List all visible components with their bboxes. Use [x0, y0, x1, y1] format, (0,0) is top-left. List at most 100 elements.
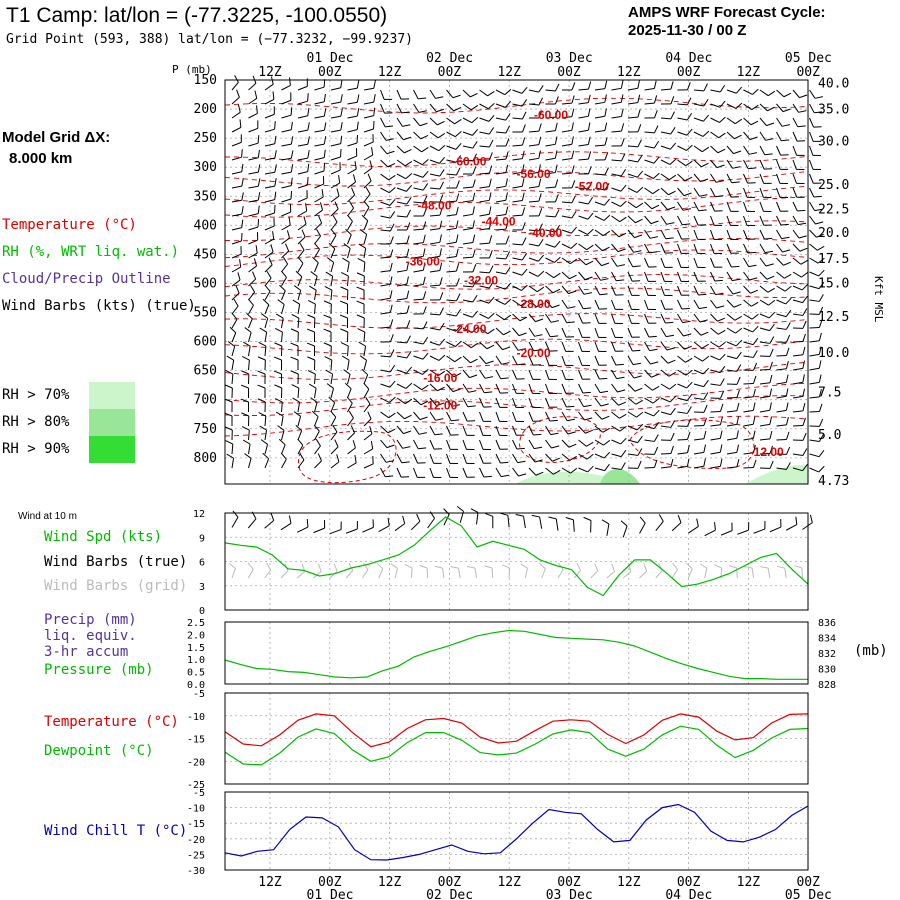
wind-barb-flag	[714, 564, 722, 569]
wind-barb-staff	[429, 117, 438, 126]
wind-barb-staff	[248, 318, 253, 329]
wind-barb-flag	[468, 390, 477, 393]
wind-barb-flag	[240, 384, 249, 389]
wind-barb-staff	[479, 172, 490, 175]
wind-barb-flag	[651, 204, 660, 210]
wind-barb-flag	[538, 254, 544, 262]
wind-barb-staff	[248, 226, 259, 231]
wind-barb-flag	[270, 512, 275, 521]
wind-barb-flag	[472, 220, 475, 229]
wind-barb-flag	[554, 136, 558, 145]
wind-barb-flag	[818, 360, 822, 369]
wind-barb-staff	[528, 453, 536, 463]
wind-barb-flag	[686, 406, 692, 414]
wind-barb-staff	[479, 145, 490, 148]
wind-barb-flag	[815, 221, 824, 225]
wind-barb-flag	[472, 294, 478, 303]
bottom-date-label: 01 Dec	[307, 888, 354, 900]
wind-barb-staff	[396, 215, 408, 218]
wind-barb-flag	[456, 180, 460, 189]
wind-barb-staff	[726, 369, 737, 372]
wind-barb-staff	[809, 467, 819, 473]
wind-barb-flag	[317, 453, 322, 462]
wind-barb-flag	[634, 387, 643, 392]
wind-barb-flag	[802, 388, 806, 397]
wind-barb-flag	[504, 89, 512, 96]
wind-barb-staff	[380, 467, 386, 478]
wind-barb-flag	[555, 96, 559, 105]
wind-barb-flag	[455, 131, 462, 138]
wind-barb-staff	[776, 467, 787, 470]
wind-barb-flag	[339, 314, 348, 319]
wind-barb-staff	[479, 383, 485, 394]
wind-barb-flag	[551, 304, 560, 309]
wind-barb-flag	[736, 416, 740, 425]
wind-barb-flag	[387, 517, 390, 526]
wind-barb-staff	[677, 103, 688, 106]
wind-barb-flag	[587, 465, 594, 473]
model-grid-label: Model Grid ΔX:	[2, 129, 111, 146]
bottom-hour-label: 12Z	[617, 875, 641, 890]
wind-barb-flag	[585, 429, 593, 434]
wind-barb-staff	[627, 397, 637, 405]
y-tick-label: -25	[187, 780, 205, 791]
wind-barb-flag	[340, 286, 349, 291]
wind-barb-flag	[538, 110, 543, 119]
wind-barb-staff	[380, 256, 391, 259]
wind-barb-flag	[340, 135, 343, 144]
wind-barb-flag	[818, 346, 822, 355]
wind-barb-flag	[601, 415, 610, 420]
wind-barb-flag	[637, 460, 642, 469]
wind-barb-staff	[429, 341, 440, 346]
wind-barb-staff	[413, 383, 423, 391]
wind-barb-flag	[274, 150, 277, 159]
top-hour-label: 00Z	[318, 65, 342, 80]
wind-barb-flag	[769, 430, 773, 439]
wind-barb-flag	[488, 312, 495, 319]
wind-barb-staff	[462, 313, 473, 318]
wind-barb-staff	[446, 241, 457, 245]
wind-barb-flag	[583, 516, 592, 521]
wind-barb-flag	[636, 423, 644, 431]
wind-barb-flag	[537, 270, 545, 277]
wind-barb-flag	[318, 215, 323, 224]
wind-barb-staff	[495, 228, 507, 231]
wind-barb-staff	[380, 229, 391, 232]
wind-barb-staff	[545, 229, 556, 233]
wind-barb-staff	[611, 341, 616, 352]
wind-barb-staff	[347, 402, 353, 413]
wind-barb-flag	[352, 174, 357, 183]
wind-barb-staff	[264, 332, 268, 343]
wind-barb-staff	[380, 326, 391, 329]
wind-barb-staff	[710, 383, 721, 386]
y-tick-label: 828	[818, 680, 836, 691]
wind-barb-staff	[561, 439, 570, 448]
wind-barb-flag	[358, 341, 366, 347]
wind-barb-flag	[782, 249, 791, 253]
wind-barb-staff	[561, 411, 568, 421]
wind-barb-staff	[660, 159, 671, 165]
wind-barb-flag	[519, 316, 528, 322]
wind-barb-flag	[752, 430, 756, 439]
wind-barb-staff	[792, 215, 799, 225]
wind-barb-flag	[749, 277, 758, 281]
wind-barb-flag	[603, 439, 611, 446]
rh70-area	[515, 471, 615, 484]
wind-barb-flag	[328, 396, 335, 404]
wind-barb-flag	[339, 300, 348, 305]
wind-barb-staff	[594, 173, 606, 176]
wind-barb-staff	[479, 213, 490, 217]
wind-barb-flag	[313, 424, 320, 432]
wind-barb-flag	[488, 296, 495, 304]
temperature-contour	[225, 361, 806, 380]
wind-barb-staff	[611, 397, 619, 406]
wind-barb-flag	[554, 122, 558, 131]
wind-barb-flag	[769, 416, 773, 425]
wind-barb-staff	[677, 397, 688, 402]
wind-barb-flag	[703, 404, 708, 413]
wind-barb-flag	[620, 80, 624, 89]
wind-barb-staff	[594, 439, 604, 446]
time-series	[224, 516, 809, 861]
wind-barb-staff	[429, 255, 440, 259]
wind-barb-staff	[297, 223, 307, 231]
